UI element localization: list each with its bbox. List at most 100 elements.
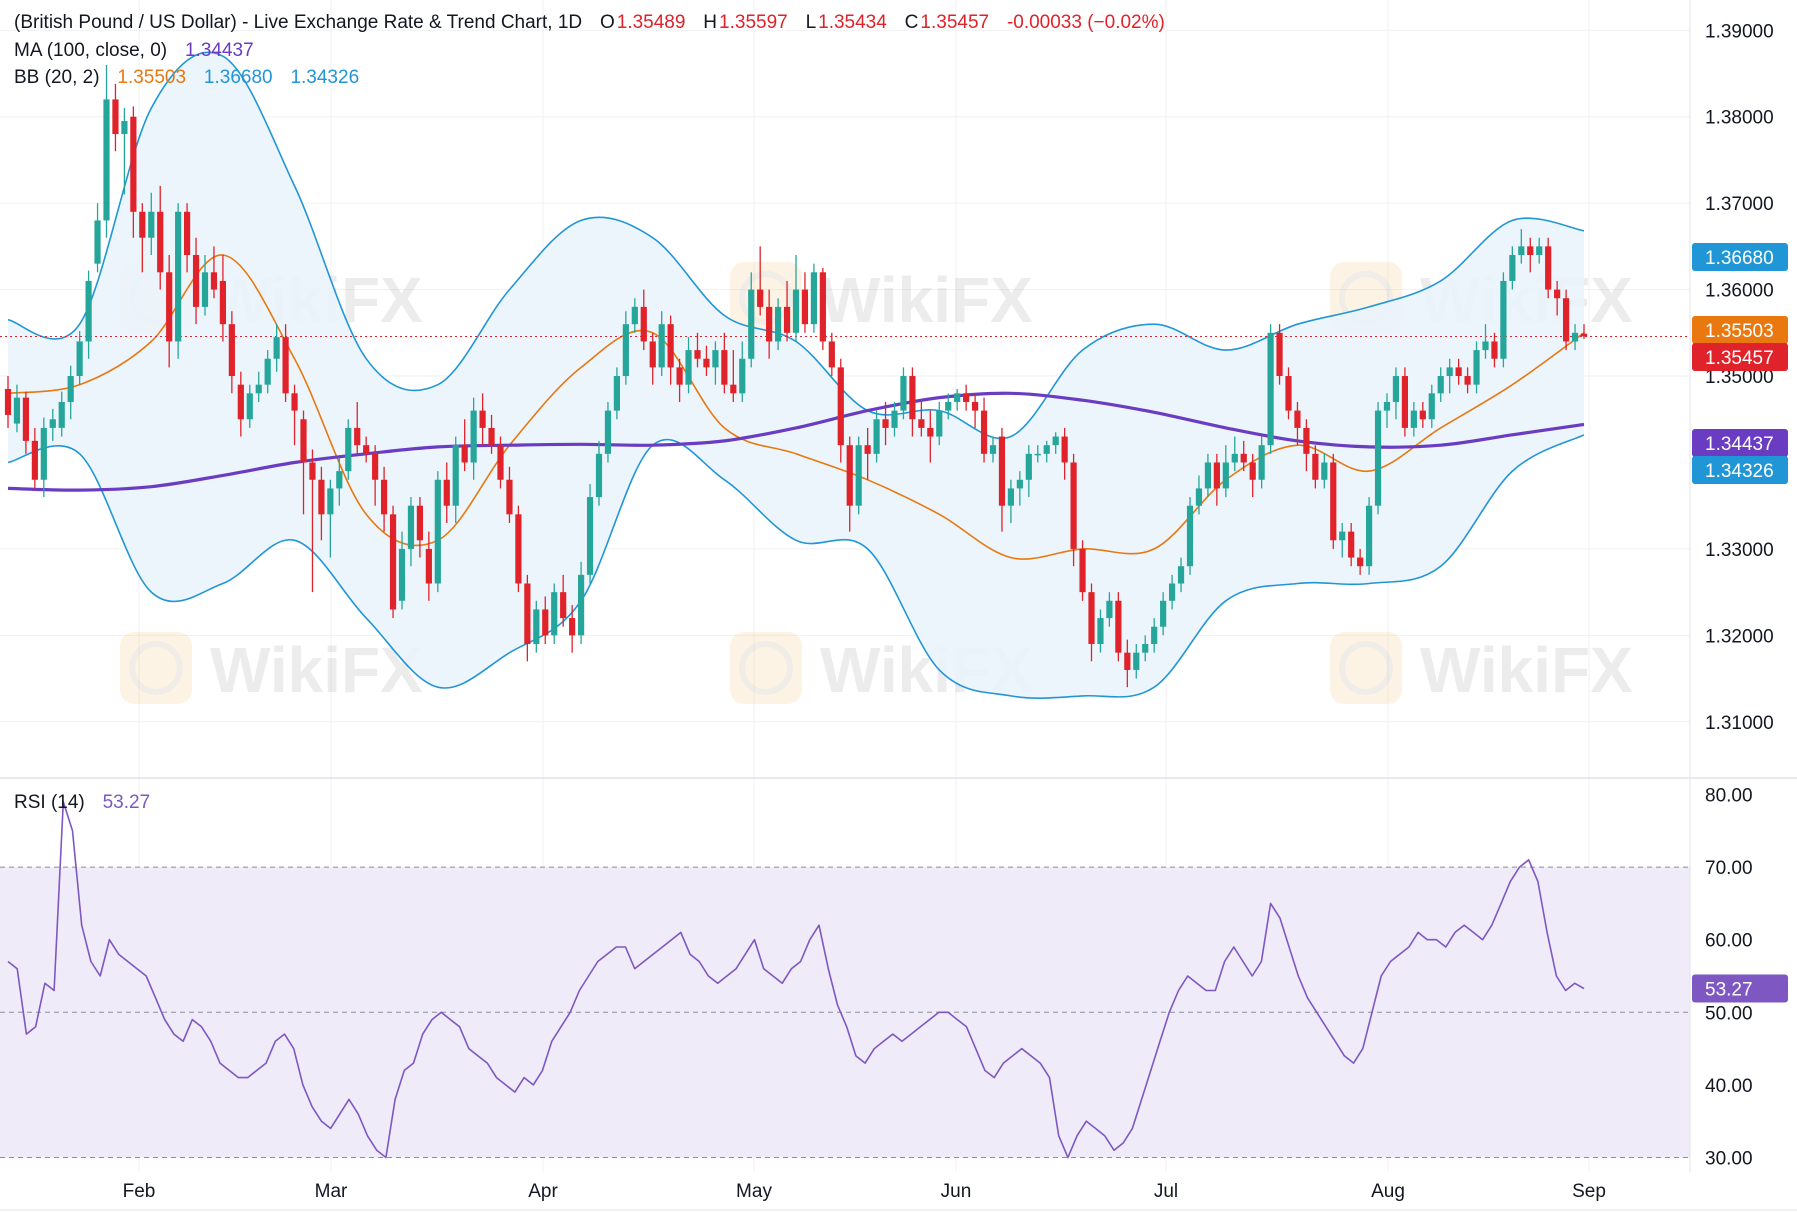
candle-body	[1410, 410, 1417, 428]
candle-body	[1168, 583, 1176, 601]
candle-body	[1285, 376, 1292, 411]
candle	[372, 445, 379, 506]
candle-body	[434, 479, 441, 584]
candle-body	[1124, 652, 1131, 670]
ma-value: 1.34437	[184, 40, 254, 61]
candle	[318, 466, 325, 541]
candle-body	[121, 121, 128, 134]
candle-body	[873, 419, 880, 454]
candle	[94, 203, 101, 273]
candle-body	[980, 410, 988, 454]
chart-header: (British Pound / US Dollar) - Live Excha…	[14, 12, 1167, 34]
candle-body	[1204, 462, 1212, 489]
bb-upper-value: 1.36680	[203, 67, 273, 88]
candle-body	[936, 410, 943, 437]
price-tag: 1.36680	[1692, 243, 1788, 271]
candle	[748, 272, 755, 368]
candle	[40, 417, 47, 498]
price-tag-box	[1692, 456, 1788, 484]
candle-body	[1142, 644, 1149, 653]
candle	[1249, 453, 1256, 498]
candle	[1482, 324, 1489, 359]
candle	[264, 350, 271, 394]
candle	[1392, 367, 1400, 420]
candle	[864, 427, 871, 480]
watermark-logo	[1330, 632, 1402, 704]
ma-legend[interactable]: MA (100, close, 0) 1.34437	[14, 40, 256, 62]
bb-legend[interactable]: BB (20, 2) 1.35503 1.36680 1.34326	[14, 67, 361, 89]
rsi-line	[7, 801, 1585, 1159]
candle	[1222, 445, 1229, 498]
change-value: -0.00033 (−0.02%)	[1006, 12, 1165, 33]
candle	[470, 397, 477, 480]
price-tag-text: 1.36680	[1705, 248, 1774, 269]
candle	[766, 289, 773, 359]
candle-body	[1097, 618, 1104, 645]
candle-body	[1115, 600, 1122, 653]
candle	[183, 203, 191, 273]
candle-body	[300, 419, 307, 463]
candle	[542, 596, 549, 645]
candle-body	[685, 350, 692, 385]
candle-body	[622, 324, 629, 377]
candle-body	[801, 289, 809, 325]
price-tick-label: 1.31000	[1705, 713, 1774, 734]
candle-body	[1536, 246, 1543, 256]
rsi-tick-label: 50.00	[1705, 1003, 1753, 1024]
candle	[1258, 436, 1265, 489]
candle-body	[103, 99, 110, 221]
price-tick-label: 1.39000	[1705, 21, 1774, 42]
candle-body	[1007, 488, 1015, 506]
rsi-label: RSI (14)	[14, 792, 85, 813]
candle	[1285, 367, 1292, 420]
candle-body	[1240, 453, 1247, 463]
candle	[595, 440, 603, 506]
candle-body	[85, 280, 92, 342]
candle-body	[309, 462, 316, 480]
candle	[918, 401, 925, 437]
candle-body	[1348, 531, 1355, 558]
candle-body	[721, 350, 728, 385]
candle-body	[1545, 246, 1552, 290]
candle-body	[49, 419, 56, 428]
candle-body	[398, 548, 406, 601]
candle-body	[416, 505, 424, 541]
candle	[1267, 324, 1274, 454]
candle	[416, 497, 424, 558]
candle-body	[1052, 436, 1059, 446]
x-tick-label: Mar	[315, 1181, 348, 1202]
candle	[1437, 367, 1444, 402]
candle	[407, 497, 415, 567]
candle	[1124, 639, 1131, 688]
candle	[1204, 453, 1212, 498]
candle-body	[175, 211, 182, 342]
ma-label: MA (100, close, 0)	[14, 40, 168, 61]
candle	[694, 332, 701, 368]
candle-body	[515, 514, 522, 584]
candle	[927, 410, 934, 463]
candle	[1348, 522, 1355, 567]
candle-body	[479, 410, 486, 428]
x-tick-label: Sep	[1572, 1181, 1606, 1202]
candle	[479, 393, 486, 446]
candle-body	[757, 289, 764, 307]
open-label: O	[599, 12, 615, 33]
candle-body	[130, 116, 137, 212]
high-value: 1.35597	[719, 12, 788, 33]
candle	[246, 384, 253, 428]
candle-body	[1419, 410, 1426, 420]
price-tag-box	[1692, 429, 1788, 457]
candle-body	[282, 337, 289, 394]
rsi-tick-label: 30.00	[1705, 1148, 1753, 1169]
candle	[13, 384, 21, 433]
candle-body	[318, 479, 325, 515]
watermark: WikiFX	[1330, 632, 1633, 706]
candle	[1374, 401, 1382, 515]
rsi-legend[interactable]: RSI (14) 53.27	[14, 792, 152, 814]
candle-body	[1500, 280, 1507, 359]
candle-body	[1151, 626, 1158, 645]
candle	[963, 384, 970, 411]
candle-body	[828, 341, 835, 368]
candle	[1034, 445, 1041, 463]
candle-body	[569, 618, 576, 636]
